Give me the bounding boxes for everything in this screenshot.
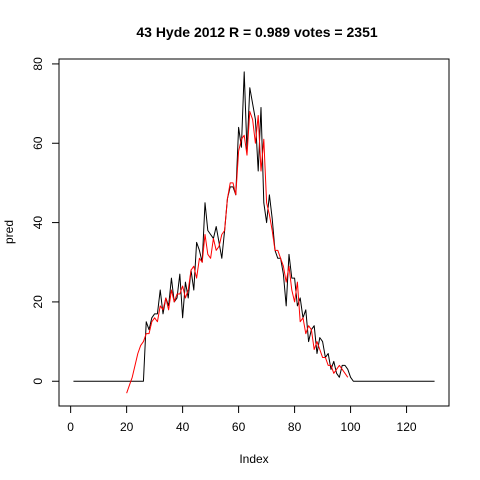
x-axis-label: Index — [239, 452, 268, 466]
x-tick-label: 40 — [176, 420, 190, 434]
y-axis-label: pred — [2, 220, 16, 244]
series-line-2 — [126, 111, 349, 394]
y-tick-label: 20 — [31, 295, 45, 309]
x-tick-label: 120 — [397, 420, 417, 434]
x-axis: 0 20 40 60 80 100 120 — [67, 405, 417, 434]
y-tick-label: 40 — [31, 216, 45, 230]
x-tick-label: 100 — [341, 420, 361, 434]
series-line-1 — [73, 71, 435, 382]
chart-title: 43 Hyde 2012 R = 0.989 votes = 2351 — [136, 24, 377, 40]
y-axis: 0 20 40 60 80 — [31, 57, 60, 385]
series-group — [73, 71, 435, 394]
y-tick-label: 60 — [31, 136, 45, 150]
y-tick-label: 0 — [31, 378, 45, 385]
x-tick-label: 0 — [67, 420, 74, 434]
y-tick-label: 80 — [31, 57, 45, 71]
x-tick-label: 20 — [120, 420, 134, 434]
x-tick-label: 80 — [288, 420, 302, 434]
x-tick-label: 60 — [232, 420, 246, 434]
